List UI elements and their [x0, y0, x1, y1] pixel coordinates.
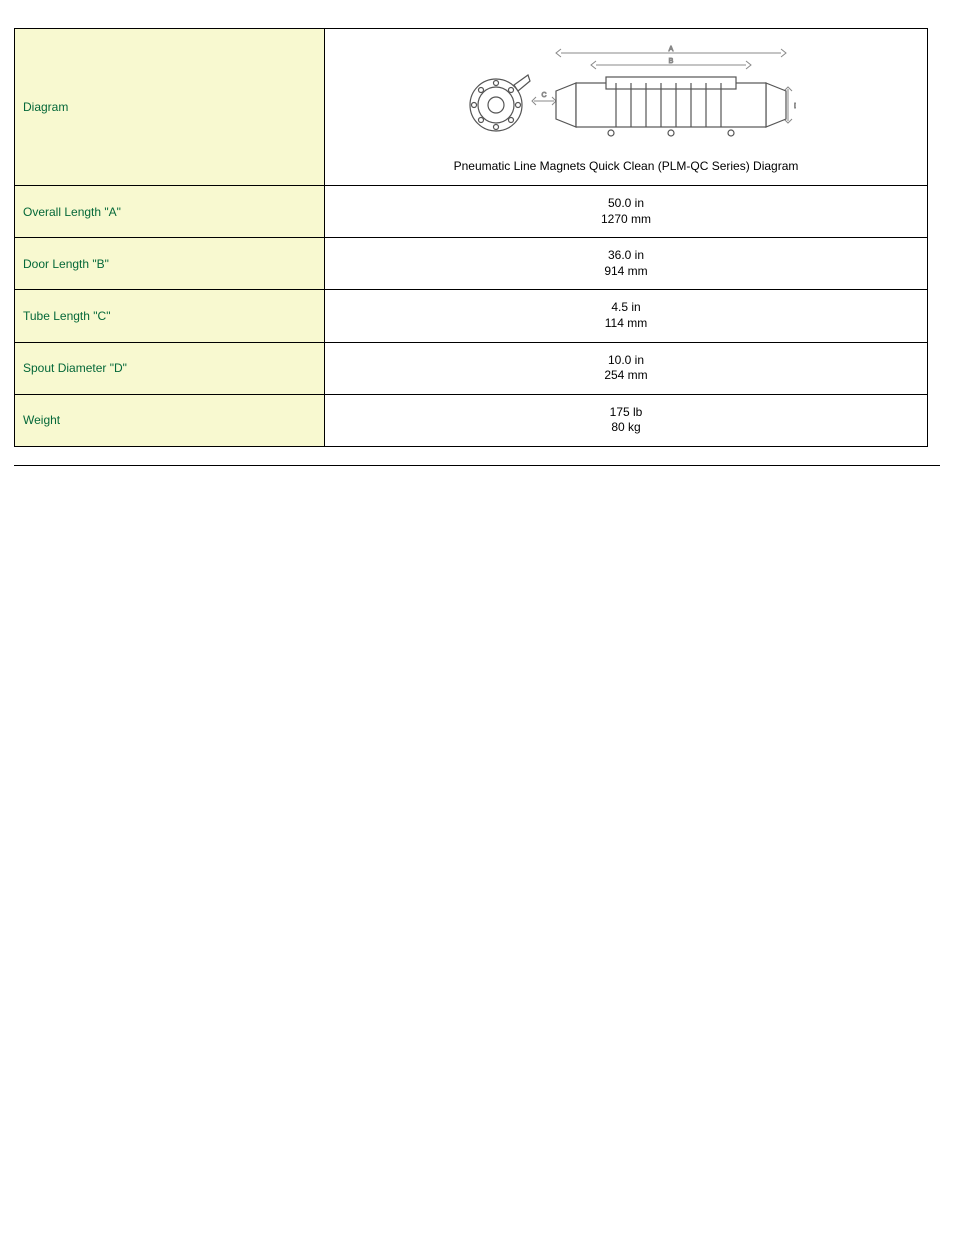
row-label: Door Length "B": [15, 238, 325, 290]
value-line1: 36.0 in: [608, 248, 644, 262]
footer-rule: [14, 465, 940, 466]
value-line2: 80 kg: [611, 420, 640, 434]
value-line2: 114 mm: [605, 316, 647, 330]
dim-label-a: A: [669, 46, 674, 53]
table-row-diagram: Diagram A: [15, 29, 928, 186]
diagram-label: Diagram: [15, 29, 325, 186]
row-label: Spout Diameter "D": [15, 342, 325, 394]
row-label: Overall Length "A": [15, 186, 325, 238]
value-line1: 4.5 in: [611, 300, 640, 314]
row-value: 36.0 in 914 mm: [325, 238, 928, 290]
row-value: 10.0 in 254 mm: [325, 342, 928, 394]
diagram-caption: Pneumatic Line Magnets Quick Clean (PLM-…: [333, 159, 919, 173]
table-row: Spout Diameter "D" 10.0 in 254 mm: [15, 342, 928, 394]
dim-label-c: C: [541, 92, 546, 99]
row-value: 50.0 in 1270 mm: [325, 186, 928, 238]
row-value: 175 lb 80 kg: [325, 394, 928, 446]
table-row: Door Length "B" 36.0 in 914 mm: [15, 238, 928, 290]
row-value: 4.5 in 114 mm: [325, 290, 928, 342]
row-label: Tube Length "C": [15, 290, 325, 342]
table-row: Overall Length "A" 50.0 in 1270 mm: [15, 186, 928, 238]
diagram-cell: A B: [325, 29, 928, 186]
value-line1: 50.0 in: [608, 196, 644, 210]
dim-label-b: B: [669, 58, 674, 65]
spec-table: Diagram A: [14, 28, 928, 447]
diagram-svg: A B: [456, 41, 796, 151]
table-row: Tube Length "C" 4.5 in 114 mm: [15, 290, 928, 342]
value-line1: 175 lb: [610, 405, 643, 419]
row-label: Weight: [15, 394, 325, 446]
dim-label-d: D: [794, 103, 796, 110]
value-line2: 254 mm: [604, 368, 647, 382]
value-line2: 914 mm: [604, 264, 647, 278]
value-line2: 1270 mm: [601, 212, 651, 226]
table-row: Weight 175 lb 80 kg: [15, 394, 928, 446]
value-line1: 10.0 in: [608, 353, 644, 367]
diagram-image-link[interactable]: A B: [333, 41, 919, 151]
